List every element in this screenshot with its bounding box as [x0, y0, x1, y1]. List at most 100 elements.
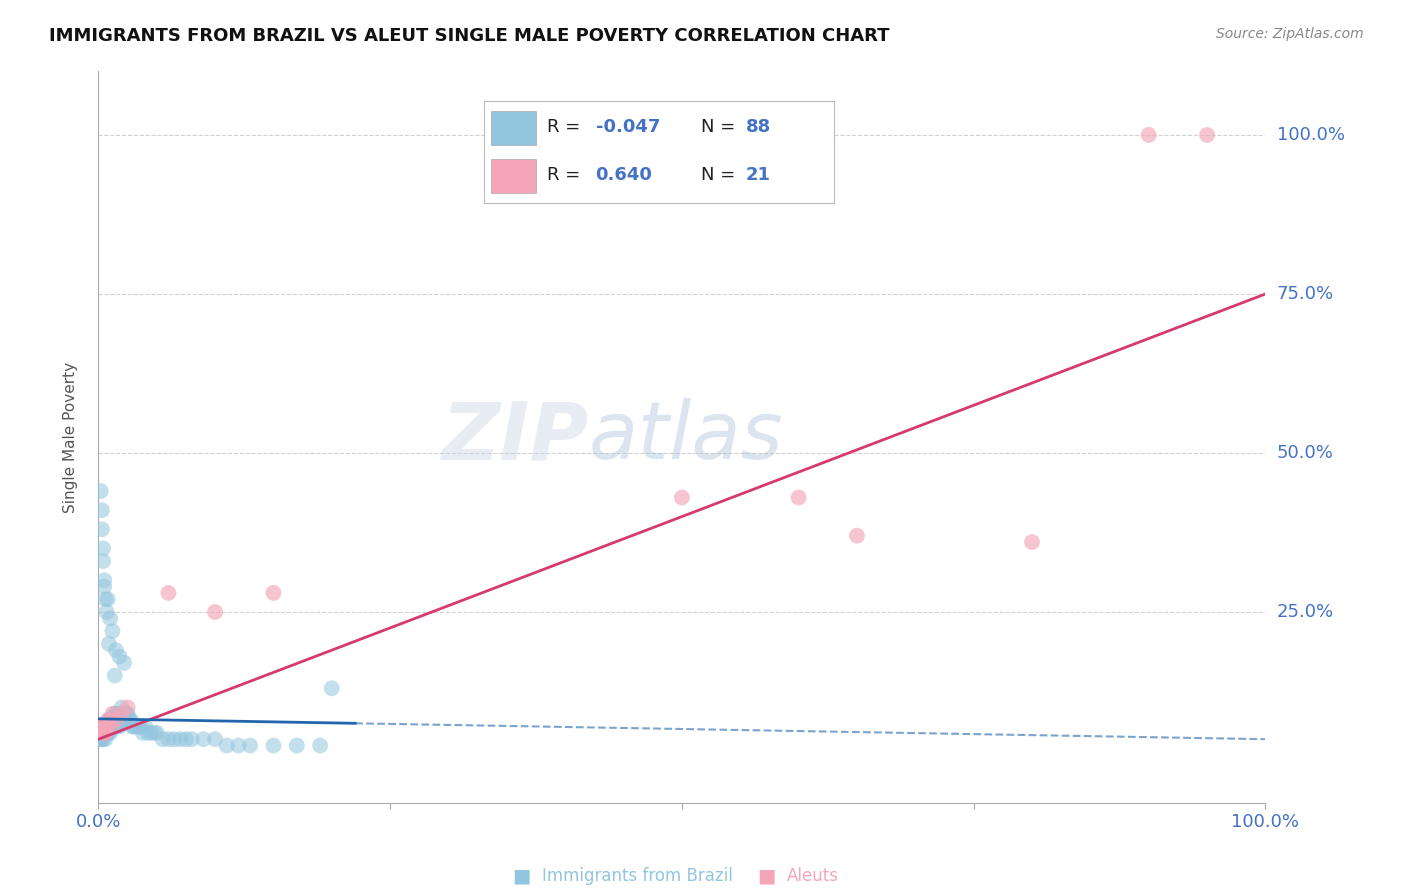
Point — [90, 726, 112, 740]
Point — [132, 726, 155, 740]
Point — [97, 637, 120, 651]
Point — [108, 649, 131, 664]
Point — [96, 726, 118, 740]
Point — [101, 713, 124, 727]
Point — [94, 719, 117, 733]
Point — [169, 732, 191, 747]
Point — [94, 592, 117, 607]
Point — [97, 713, 120, 727]
Point — [112, 656, 135, 670]
Point — [163, 732, 186, 747]
Point — [127, 719, 149, 733]
Point — [94, 732, 117, 747]
Text: IMMIGRANTS FROM BRAZIL VS ALEUT SINGLE MALE POVERTY CORRELATION CHART: IMMIGRANTS FROM BRAZIL VS ALEUT SINGLE M… — [49, 27, 890, 45]
Text: 75.0%: 75.0% — [1277, 285, 1334, 303]
Point — [105, 719, 128, 733]
Point — [111, 700, 134, 714]
Point — [90, 732, 112, 747]
Text: 25.0%: 25.0% — [1277, 603, 1334, 621]
Point — [262, 739, 284, 753]
Point — [111, 706, 134, 721]
Point — [787, 491, 810, 505]
Point — [174, 732, 197, 747]
Point — [104, 719, 127, 733]
Point — [91, 732, 114, 747]
Point — [204, 605, 226, 619]
Point — [114, 706, 136, 721]
Point — [90, 522, 112, 536]
Point — [193, 732, 215, 747]
Point — [101, 719, 124, 733]
Point — [671, 491, 693, 505]
Point — [129, 719, 152, 733]
Text: 100.0%: 100.0% — [1277, 126, 1344, 144]
Point — [108, 719, 131, 733]
Point — [98, 611, 121, 625]
Point — [157, 586, 180, 600]
Point — [321, 681, 343, 696]
Point — [90, 484, 112, 499]
Point — [215, 739, 238, 753]
Point — [262, 586, 284, 600]
Point — [118, 713, 141, 727]
Point — [104, 668, 127, 682]
Point — [105, 706, 128, 721]
Point — [96, 719, 118, 733]
Point — [104, 643, 127, 657]
Point — [1137, 128, 1160, 142]
Point — [108, 706, 131, 721]
Point — [104, 719, 127, 733]
Point — [104, 706, 127, 721]
Point — [117, 706, 139, 721]
Point — [157, 732, 180, 747]
Text: atlas: atlas — [589, 398, 783, 476]
Point — [103, 713, 125, 727]
Point — [139, 726, 162, 740]
Point — [136, 726, 159, 740]
Text: Immigrants from Brazil: Immigrants from Brazil — [541, 867, 733, 885]
Point — [97, 726, 120, 740]
Point — [90, 726, 112, 740]
Point — [122, 719, 145, 733]
Point — [93, 719, 115, 733]
Point — [125, 719, 148, 733]
Point — [143, 726, 166, 740]
Point — [93, 726, 115, 740]
Point — [112, 706, 135, 721]
Point — [98, 719, 121, 733]
Point — [100, 713, 122, 727]
Point — [115, 706, 138, 721]
Point — [152, 732, 174, 747]
Point — [98, 713, 121, 727]
Point — [1021, 535, 1043, 549]
Point — [111, 713, 134, 727]
Point — [120, 713, 142, 727]
Text: ■: ■ — [756, 866, 775, 886]
Point — [93, 580, 115, 594]
Point — [180, 732, 202, 747]
Point — [118, 713, 141, 727]
Point — [101, 706, 124, 721]
Point — [96, 719, 118, 733]
Point — [97, 713, 120, 727]
Point — [103, 719, 125, 733]
Point — [309, 739, 332, 753]
Point — [97, 726, 120, 740]
Text: 50.0%: 50.0% — [1277, 444, 1333, 462]
Point — [93, 573, 115, 587]
Point — [285, 739, 308, 753]
Point — [104, 706, 127, 721]
Point — [134, 719, 156, 733]
Point — [121, 719, 143, 733]
Point — [98, 726, 121, 740]
Point — [239, 739, 262, 753]
Point — [110, 713, 132, 727]
Point — [97, 592, 120, 607]
Point — [91, 719, 114, 733]
Text: Source: ZipAtlas.com: Source: ZipAtlas.com — [1216, 27, 1364, 41]
Point — [146, 726, 169, 740]
Point — [97, 719, 120, 733]
Point — [96, 605, 118, 619]
Text: ZIP: ZIP — [441, 398, 589, 476]
Point — [204, 732, 226, 747]
